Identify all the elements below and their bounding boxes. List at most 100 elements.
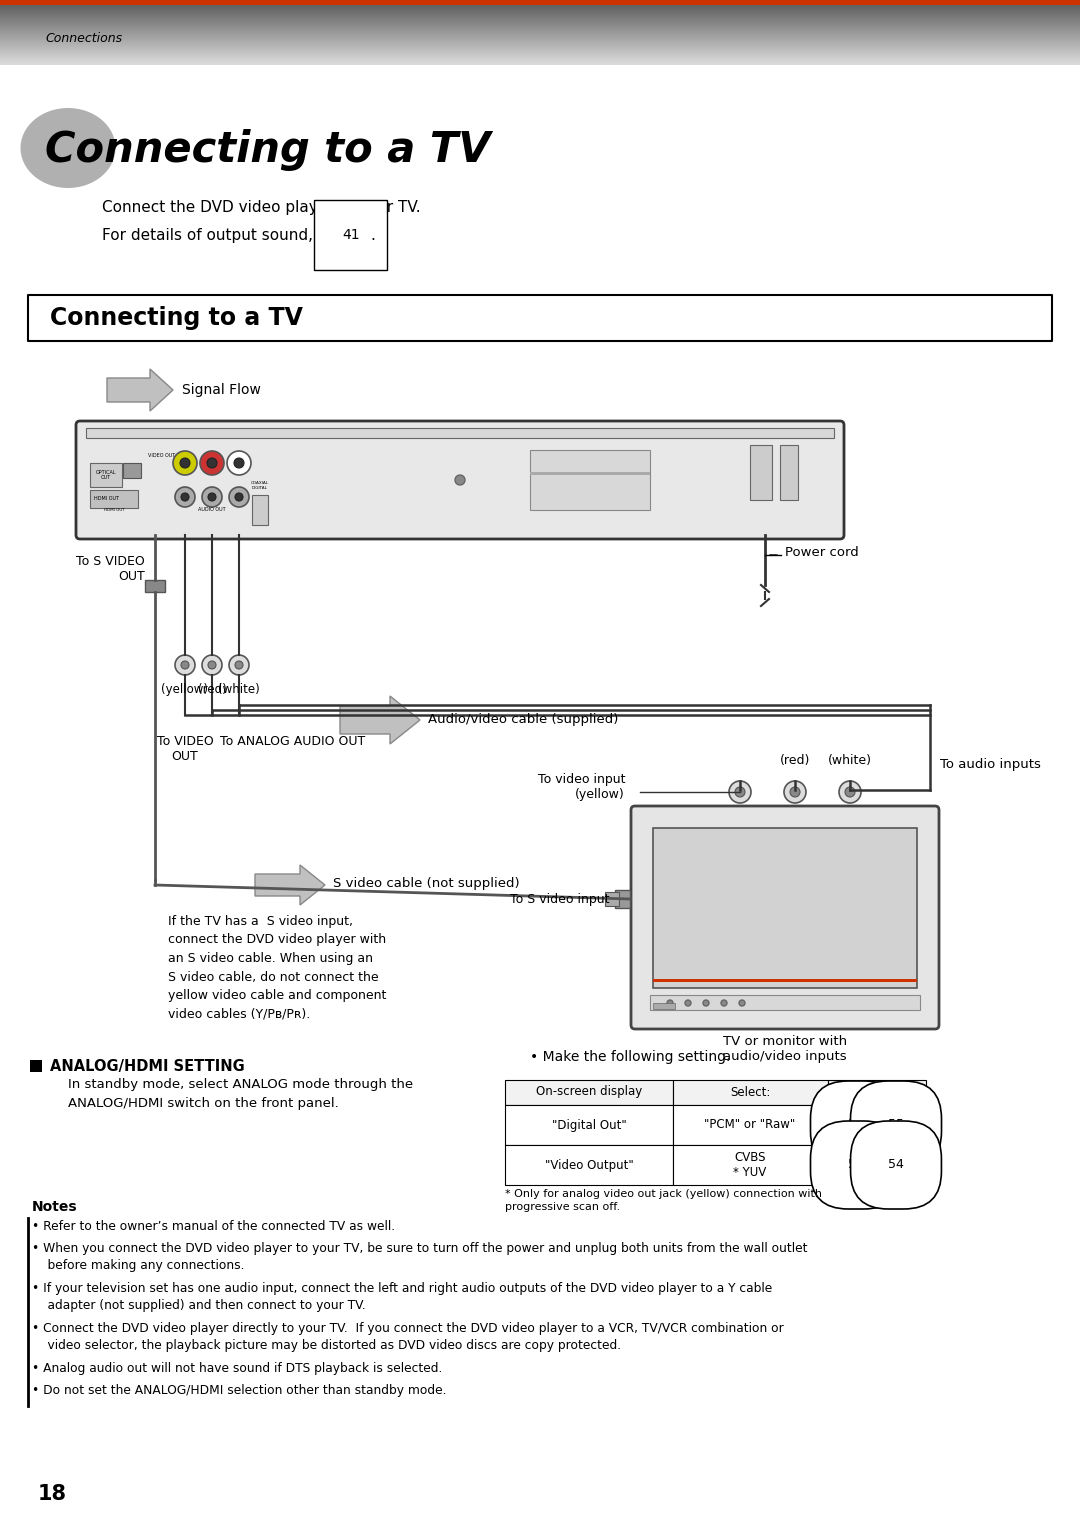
Circle shape <box>208 661 216 669</box>
Text: To ANALOG AUDIO OUT: To ANALOG AUDIO OUT <box>220 735 365 748</box>
Text: 50: 50 <box>848 1158 864 1172</box>
Text: 54: 54 <box>888 1158 904 1172</box>
Text: • If your television set has one audio input, connect the left and right audio o: • If your television set has one audio i… <box>32 1282 772 1312</box>
Bar <box>0 0 1080 5</box>
Text: CVBS
* YUV: CVBS * YUV <box>733 1151 767 1180</box>
Text: Connecting to a TV: Connecting to a TV <box>45 130 490 171</box>
Text: • Analog audio out will not have sound if DTS playback is selected.: • Analog audio out will not have sound i… <box>32 1362 443 1375</box>
Bar <box>505 1081 673 1105</box>
Text: In standby mode, select ANALOG mode through the
ANALOG/HDMI switch on the front : In standby mode, select ANALOG mode thro… <box>68 1077 414 1109</box>
Text: (red): (red) <box>780 754 810 767</box>
Circle shape <box>200 451 224 475</box>
Text: To S VIDEO
OUT: To S VIDEO OUT <box>77 555 145 584</box>
Circle shape <box>181 492 189 501</box>
Text: HDMI OUT: HDMI OUT <box>104 507 124 512</box>
Circle shape <box>180 459 190 468</box>
Circle shape <box>181 661 189 669</box>
Polygon shape <box>255 866 325 905</box>
Text: • Refer to the owner’s manual of the connected TV as well.: • Refer to the owner’s manual of the con… <box>32 1221 395 1233</box>
Text: OPTICAL
OUT: OPTICAL OUT <box>96 469 117 480</box>
Circle shape <box>789 786 800 797</box>
Bar <box>530 450 650 511</box>
Text: .: . <box>370 229 375 242</box>
Text: (yellow): (yellow) <box>162 683 208 696</box>
Text: TV or monitor with
audio/video inputs: TV or monitor with audio/video inputs <box>723 1035 847 1064</box>
Circle shape <box>229 488 249 507</box>
Text: If the TV has a  S video input,
connect the DVD video player with
an S video cab: If the TV has a S video input, connect t… <box>168 914 387 1021</box>
Circle shape <box>845 786 855 797</box>
Text: "PCM" or "Raw": "PCM" or "Raw" <box>704 1119 796 1131</box>
Bar <box>145 581 165 591</box>
Circle shape <box>784 780 806 803</box>
Circle shape <box>703 1000 708 1006</box>
Bar <box>653 828 917 988</box>
Circle shape <box>208 492 216 501</box>
Circle shape <box>735 786 745 797</box>
Bar <box>90 463 122 488</box>
Text: ANALOG/HDMI SETTING: ANALOG/HDMI SETTING <box>50 1059 245 1073</box>
Bar <box>673 1105 828 1145</box>
Text: "Digital Out": "Digital Out" <box>552 1119 626 1131</box>
Text: To S video input: To S video input <box>511 893 610 905</box>
Text: To video input
(yellow): To video input (yellow) <box>538 773 625 802</box>
Text: Select:: Select: <box>730 1085 770 1099</box>
Text: COAXIAL
DIGITAL: COAXIAL DIGITAL <box>251 482 269 491</box>
Text: Signal Flow: Signal Flow <box>183 383 261 396</box>
Text: Connect the DVD video player to your TV.: Connect the DVD video player to your TV. <box>102 200 420 215</box>
Text: To audio inputs: To audio inputs <box>940 757 1041 771</box>
Text: * Only for analog video out jack (yellow) connection with
progressive scan off.: * Only for analog video out jack (yellow… <box>505 1189 822 1212</box>
Circle shape <box>739 1000 745 1006</box>
Bar <box>530 472 650 475</box>
Bar <box>252 495 268 524</box>
Circle shape <box>685 1000 691 1006</box>
Circle shape <box>202 488 222 507</box>
Circle shape <box>235 661 243 669</box>
Bar <box>30 1061 42 1071</box>
Text: Page: Page <box>863 1085 891 1099</box>
Text: (white): (white) <box>218 683 260 696</box>
Circle shape <box>202 655 222 675</box>
Text: VIDEO OUT: VIDEO OUT <box>148 453 176 459</box>
Circle shape <box>207 459 217 468</box>
Text: (red): (red) <box>198 683 227 696</box>
Circle shape <box>235 492 243 501</box>
Text: On-screen display: On-screen display <box>536 1085 643 1099</box>
Circle shape <box>234 459 244 468</box>
Text: • When you connect the DVD video player to your TV, be sure to turn off the powe: • When you connect the DVD video player … <box>32 1242 808 1273</box>
Text: 50: 50 <box>848 1119 864 1131</box>
Text: Notes: Notes <box>32 1199 78 1215</box>
Circle shape <box>455 475 465 485</box>
Circle shape <box>667 1000 673 1006</box>
Bar <box>123 463 141 479</box>
Text: 41: 41 <box>342 229 360 242</box>
Bar <box>828 1145 926 1186</box>
Text: Power cord: Power cord <box>785 547 859 559</box>
FancyBboxPatch shape <box>631 806 939 1029</box>
Bar <box>28 296 1052 341</box>
Text: • Make the following setting.: • Make the following setting. <box>530 1050 730 1064</box>
Text: 55: 55 <box>888 1119 904 1131</box>
Polygon shape <box>107 369 173 411</box>
Bar <box>673 1145 828 1186</box>
Circle shape <box>175 488 195 507</box>
Text: AUDIO OUT: AUDIO OUT <box>199 507 226 512</box>
Text: Connecting to a TV: Connecting to a TV <box>50 306 302 331</box>
Text: To VIDEO
OUT: To VIDEO OUT <box>157 735 214 764</box>
Bar <box>780 445 798 500</box>
Bar <box>650 995 920 1010</box>
Bar <box>615 890 630 908</box>
Bar <box>750 445 772 500</box>
Bar <box>653 978 917 981</box>
Bar <box>673 1081 828 1105</box>
Bar <box>505 1105 673 1145</box>
Text: 18: 18 <box>38 1484 67 1504</box>
Text: (white): (white) <box>828 754 872 767</box>
Circle shape <box>173 451 197 475</box>
Text: Connections: Connections <box>45 32 122 44</box>
Text: HDMI OUT: HDMI OUT <box>94 497 119 501</box>
Text: For details of output sound, see: For details of output sound, see <box>102 229 350 242</box>
Bar <box>653 1003 675 1009</box>
Circle shape <box>227 451 251 475</box>
Bar <box>828 1081 926 1105</box>
FancyBboxPatch shape <box>76 421 843 539</box>
